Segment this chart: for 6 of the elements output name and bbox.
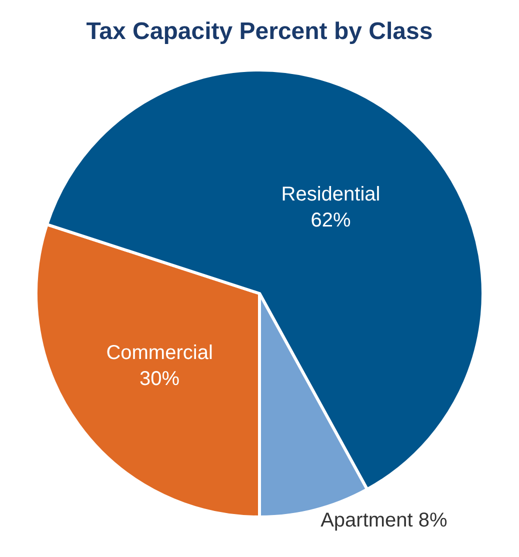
- slice-label: Residential: [281, 183, 380, 206]
- data-label: 62%: [310, 209, 351, 232]
- slice-label: Apartment 8%: [320, 509, 448, 532]
- slice-label: Commercial: [106, 342, 213, 364]
- data-label: 30%: [140, 368, 180, 390]
- chart-title: Tax Capacity Percent by Class: [86, 18, 433, 46]
